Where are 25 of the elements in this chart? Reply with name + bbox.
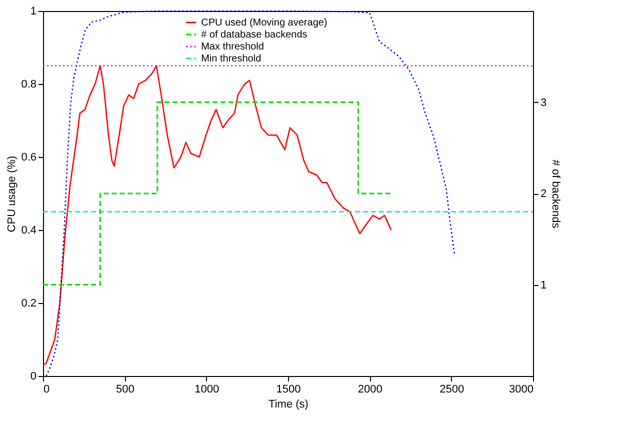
y-axis-title: CPU usage (%) xyxy=(6,156,18,232)
legend-label: Max threshold xyxy=(201,41,264,52)
y-tick-label: 0.2 xyxy=(21,298,36,310)
y2-tick-label: 1 xyxy=(540,279,547,292)
x-tick-label: 3000 xyxy=(509,384,534,396)
legend-label: # of database backends xyxy=(201,29,308,40)
y2-tick-label: 3 xyxy=(540,96,547,109)
y2-tick-label: 2 xyxy=(540,188,547,200)
y-tick-label: 0.6 xyxy=(21,152,36,164)
y-tick-label: 1 xyxy=(30,6,36,18)
y-tick-label: 0 xyxy=(30,370,36,382)
legend-label: CPU used (Moving average) xyxy=(201,17,328,28)
x-tick-label: 2000 xyxy=(358,384,382,396)
x-tick-label: 500 xyxy=(116,384,134,396)
y-tick-label: 0.8 xyxy=(21,78,36,90)
line-series xyxy=(46,10,456,377)
y2-axis-title: # of backends xyxy=(550,160,562,229)
y-tick-label: 0.4 xyxy=(21,224,36,236)
x-tick-label: 2500 xyxy=(440,384,464,396)
x-axis-title: Time (s) xyxy=(268,398,308,410)
x-tick-label: 1500 xyxy=(276,384,301,396)
line-series xyxy=(42,65,392,366)
legend-label: Min threshold xyxy=(201,53,262,64)
x-tick-label: 1000 xyxy=(194,384,220,396)
x-tick-label: 0 xyxy=(44,384,50,396)
